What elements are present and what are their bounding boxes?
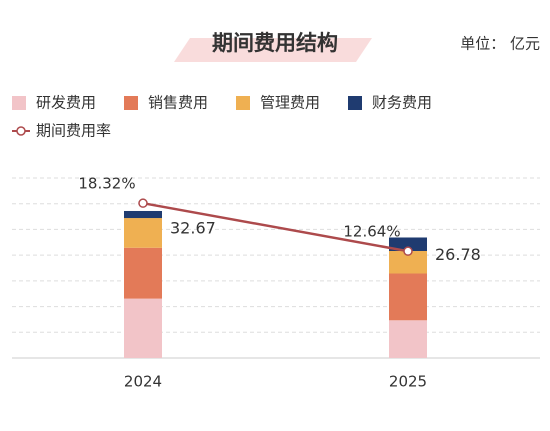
bar-segment [124,298,162,358]
bar-segment [389,320,427,358]
rate-label: 18.32% [78,175,135,193]
legend-swatch [236,96,250,110]
total-label: 26.78 [435,245,481,264]
unit-label: 单位： 亿元 [460,35,540,53]
chart-title: 期间费用结构 [212,31,338,55]
x-tick-label: 2025 [389,373,427,391]
legend-swatch [12,96,26,110]
rate-label: 12.64% [343,223,400,241]
legend-swatch [348,96,362,110]
legend-marker [16,126,26,136]
rate-point [403,246,413,256]
bar-segment [124,218,162,248]
bar-segment [124,210,162,219]
rate-point [138,198,148,208]
legend-label: 研发费用 [36,94,96,112]
bar-segment [124,247,162,299]
bar-segment [389,250,427,274]
legend-label: 期间费用率 [36,122,111,140]
total-label: 32.67 [170,218,216,237]
x-tick-label: 2024 [124,373,162,391]
legend-label: 销售费用 [148,94,208,112]
legend-label: 财务费用 [372,94,432,112]
rate-line [142,201,409,253]
legend-swatch [124,96,138,110]
legend-label: 管理费用 [260,94,320,112]
bar-segment [389,273,427,321]
title-highlight [174,38,372,62]
bar-segment [389,237,427,251]
